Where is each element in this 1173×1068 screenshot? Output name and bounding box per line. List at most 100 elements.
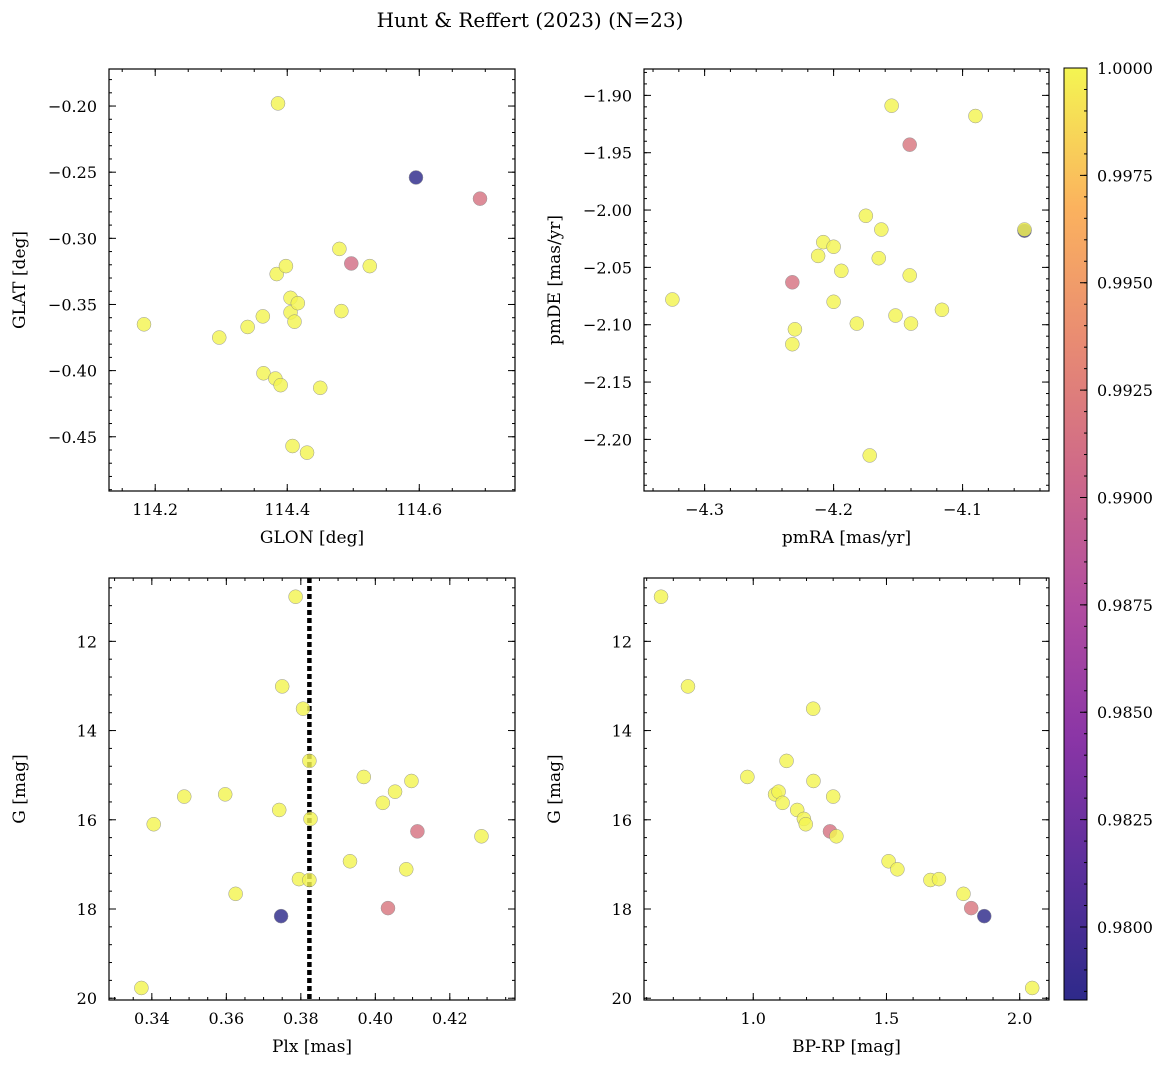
axes-frame <box>643 577 1050 1001</box>
data-point <box>303 811 318 827</box>
data-point <box>273 377 288 393</box>
data-point <box>387 784 403 799</box>
y-tick-label: −2.05 <box>583 258 632 277</box>
data-point <box>408 170 424 185</box>
x-tick-label: 0.38 <box>283 1009 319 1028</box>
x-tick-label: 1.0 <box>741 1009 766 1028</box>
y-axis-label: G [mag] <box>10 754 30 823</box>
y-tick-label: 14 <box>612 722 632 741</box>
data-point <box>834 263 849 279</box>
x-axis-label: pmRA [mas/yr] <box>782 528 911 548</box>
y-tick-label: −2.10 <box>583 316 632 335</box>
data-point <box>217 787 233 802</box>
y-tick-label: 16 <box>77 811 97 830</box>
colorbar-tick-label: 0.9925 <box>1097 381 1153 400</box>
axes-frame <box>108 577 516 1001</box>
colorbar-tick-label: 0.9875 <box>1097 596 1153 615</box>
data-point <box>829 829 844 844</box>
data-point <box>849 316 865 331</box>
data-point <box>902 268 917 283</box>
data-point <box>273 908 289 924</box>
y-tick-label: −1.90 <box>583 86 632 105</box>
data-point <box>826 294 841 310</box>
panel-4: 1.0 1.5 2.0 12 14 16 18 20 BP-RP [mag] G [mag] <box>545 577 1050 1057</box>
colorbar-tick-label: 0.9850 <box>1097 703 1153 722</box>
x-tick-label: 114.4 <box>264 500 310 519</box>
x-axis-label: Plx [mas] <box>272 1037 352 1057</box>
data-point <box>472 191 488 206</box>
panel-2: −4.3 −4.2 −4.1 −1.90 −1.95 −2.00 −2.05 −2.10 −2.… <box>545 68 1050 548</box>
y-tick-label: −2.20 <box>583 430 632 449</box>
data-point <box>342 854 358 869</box>
data-point <box>176 789 192 804</box>
y-tick-label: −0.45 <box>48 428 97 447</box>
data-point <box>255 309 271 324</box>
data-point <box>934 302 950 318</box>
data-point <box>380 900 396 916</box>
data-point <box>787 322 803 337</box>
panels-layer: 114.2 114.4 114.6 −0.20 −0.25 −0.30 −0.35 −0.40… <box>10 68 1050 1057</box>
data-point <box>302 872 317 888</box>
data-point <box>410 824 425 839</box>
data-point <box>344 256 359 271</box>
x-tick-label: 0.42 <box>432 1009 468 1028</box>
y-tick-label: −0.20 <box>48 97 97 116</box>
x-tick-label: 0.40 <box>358 1009 394 1028</box>
data-point <box>871 250 886 266</box>
data-point <box>285 438 300 454</box>
data-point <box>362 258 378 274</box>
data-point <box>290 295 306 311</box>
data-point <box>775 795 790 811</box>
data-point <box>806 773 821 789</box>
data-point <box>665 292 680 307</box>
data-point <box>474 829 489 844</box>
y-tick-label: −0.30 <box>48 229 97 248</box>
x-tick-label: 114.6 <box>396 500 442 519</box>
data-point <box>680 679 696 694</box>
panel-1: 114.2 114.4 114.6 −0.20 −0.25 −0.30 −0.35 −0.40… <box>10 68 516 548</box>
y-tick-label: −0.40 <box>48 362 97 381</box>
data-point <box>313 380 328 396</box>
colorbar-tick-label: 1.0000 <box>1097 59 1153 78</box>
y-tick-label: 16 <box>612 811 632 830</box>
data-point <box>931 871 947 887</box>
colorbar-tick-label: 0.9900 <box>1097 488 1153 507</box>
data-point <box>356 769 372 785</box>
data-point <box>398 862 414 877</box>
x-tick-label: 114.2 <box>132 500 178 519</box>
data-point <box>295 701 311 716</box>
data-point <box>785 275 800 290</box>
x-axis-label: GLON [deg] <box>260 528 364 548</box>
y-tick-label: −0.35 <box>48 295 97 314</box>
data-point <box>785 336 800 352</box>
data-point <box>146 816 161 832</box>
data-point <box>874 222 889 237</box>
data-point <box>270 96 286 111</box>
y-tick-label: 20 <box>77 989 97 1008</box>
x-tick-label: −4.3 <box>685 500 724 519</box>
axes-frame <box>643 68 1050 492</box>
y-tick-label: −2.00 <box>583 201 632 220</box>
data-point <box>287 314 302 329</box>
y-axis-label: pmDE [mas/yr] <box>545 215 565 345</box>
data-point <box>288 589 303 604</box>
x-tick-label: −4.2 <box>814 500 853 519</box>
data-point <box>740 769 755 785</box>
data-point <box>805 701 821 716</box>
data-point <box>798 816 813 832</box>
y-tick-label: 12 <box>612 632 632 651</box>
y-tick-label: −1.95 <box>583 144 632 163</box>
data-point <box>858 208 874 224</box>
data-point <box>334 303 349 319</box>
colorbar-gradient <box>1063 67 1088 1001</box>
y-tick-label: −0.25 <box>48 163 97 182</box>
data-point <box>968 108 983 124</box>
x-tick-label: 2.0 <box>1007 1009 1032 1028</box>
data-point <box>1017 222 1032 237</box>
data-point <box>963 900 979 916</box>
data-point <box>902 137 917 152</box>
data-point <box>299 445 315 460</box>
data-point <box>332 241 347 257</box>
data-point <box>136 317 152 332</box>
